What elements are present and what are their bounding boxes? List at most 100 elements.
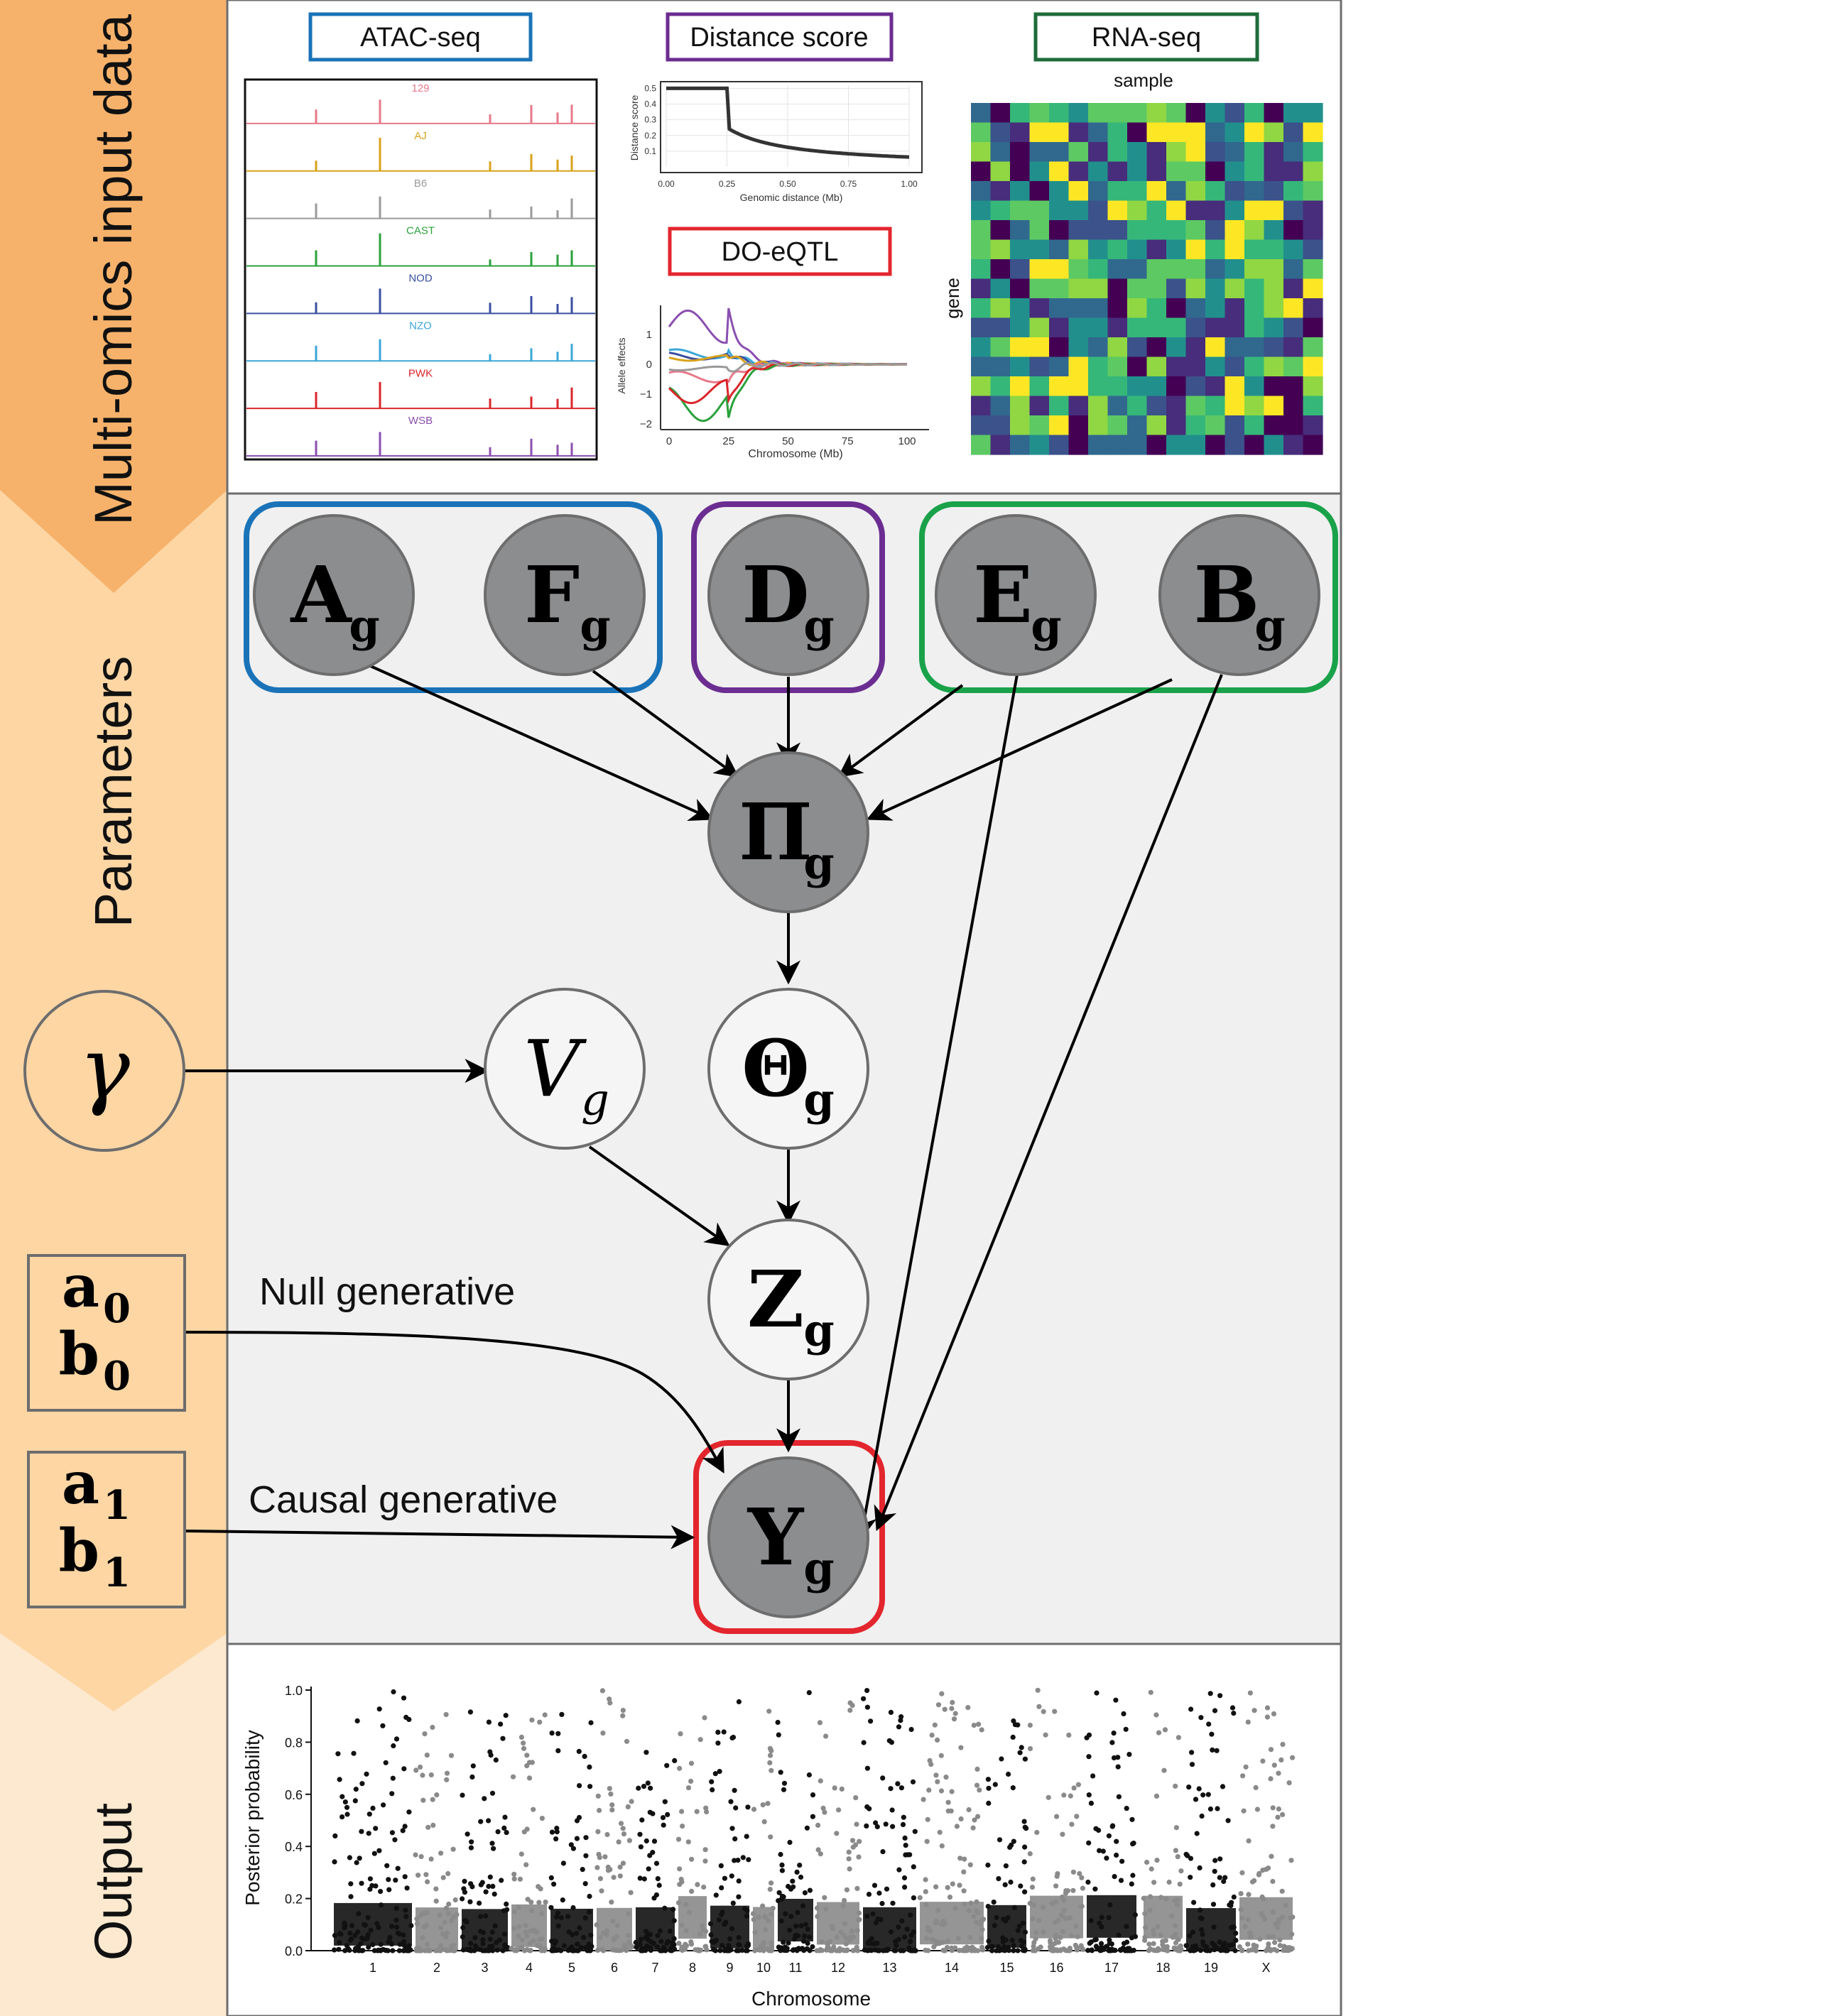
manhattan-point [911,1947,918,1953]
heatmap-cell [1049,278,1070,299]
manhattan-point [971,1914,977,1919]
manhattan-point [560,1860,567,1866]
manhattan-ytick: 0.6 [285,1788,303,1802]
heatmap-cell [1303,181,1323,202]
heatmap-cell [1264,337,1284,358]
manhattan-point [446,1901,452,1907]
manhattan-point [979,1944,985,1950]
manhattan-point [975,1948,981,1954]
manhattan-point [1093,1944,1099,1949]
manhattan-point [736,1948,742,1954]
manhattan-point [1217,1856,1223,1862]
manhattan-point [985,1904,991,1909]
heatmap-cell [1068,259,1089,280]
manhattan-point [751,1807,757,1812]
manhattan-point [342,1925,347,1931]
manhattan-point [460,1947,467,1953]
manhattan-point [745,1804,751,1810]
doeqtl-title-box: DO-eQTL [668,227,892,276]
manhattan-point [1198,1915,1203,1921]
manhattan-point [823,1733,829,1739]
manhattan-point [516,1933,521,1939]
heatmap-cell [1049,239,1070,260]
heatmap-cell [990,103,1011,124]
heatmap-cell [1166,181,1187,202]
heatmap-cell [1088,435,1109,455]
heatmap-cell [990,142,1011,163]
manhattan-point [1109,1824,1115,1829]
heatmap-cell [1146,122,1167,143]
manhattan-point [856,1917,862,1923]
manhattan-point [957,1882,962,1888]
manhattan-point [837,1946,842,1951]
node-B: Bg [1158,514,1320,676]
manhattan-point [568,1842,574,1848]
manhattan-point [1277,1937,1283,1943]
manhattan-point [367,1876,374,1882]
heatmap-cell [1146,435,1167,455]
manhattan-point [1142,1911,1148,1917]
manhattan-point [842,1897,847,1903]
heatmap-cell [1010,356,1031,377]
manhattan-point [1068,1915,1073,1921]
heatmap-cell [1283,161,1304,182]
manhattan-point [1198,1948,1203,1954]
manhattan-point [500,1736,506,1741]
manhattan-point [554,1914,560,1920]
manhattan-point [430,1822,436,1828]
manhattan-point [783,1911,788,1917]
manhattan-point [465,1947,470,1953]
manhattan-point [580,1867,585,1873]
manhattan-point [1043,1732,1048,1738]
manhattan-point [1115,1764,1121,1770]
manhattan-point [607,1696,612,1702]
heatmap-cell [1127,200,1148,221]
manhattan-point [986,1800,992,1806]
manhattan-point [403,1948,409,1954]
manhattan-point [610,1947,616,1953]
manhattan-point [1256,1870,1262,1876]
manhattan-point [678,1876,684,1882]
heatmap-cell [1225,317,1245,338]
manhattan-point [818,1851,823,1857]
manhattan-point [538,1886,543,1892]
manhattan-point [697,1931,703,1937]
manhattan-point [480,1937,486,1943]
manhattan-point [617,1864,623,1870]
manhattan-point [404,1885,410,1891]
heatmap-cell [1127,356,1148,377]
manhattan-point [889,1740,894,1745]
manhattan-point [971,1723,977,1728]
section-label-output: Output [84,1802,143,1961]
manhattan-point [542,1712,548,1718]
manhattan-point [824,1941,830,1946]
manhattan-point [433,1886,439,1892]
manhattan-point [1272,1939,1278,1946]
manhattan-point [384,1863,390,1868]
manhattan-point [929,1732,935,1738]
manhattan-point [1200,1931,1205,1937]
manhattan-point [972,1817,977,1823]
manhattan-point [733,1805,739,1811]
manhattan-point [356,1911,362,1917]
manhattan-point [708,1932,714,1938]
heatmap-cell [1010,376,1031,397]
manhattan-point [1129,1935,1134,1941]
heatmap-cell [1127,161,1148,182]
manhattan-point [1176,1945,1181,1951]
manhattan-point [957,1947,963,1954]
manhattan-point [977,1787,982,1793]
manhattan-point [447,1948,452,1954]
heatmap-cell [1185,337,1206,358]
manhattan-point [800,1939,807,1944]
manhattan-point [448,1918,455,1924]
eqtl-ylabel: Allele effects [616,337,627,393]
heatmap-cell [1185,356,1206,377]
manhattan-point [650,1811,656,1816]
manhattan-point [1097,1920,1102,1926]
heatmap-cell [1185,298,1206,319]
heatmap-cell [1205,142,1226,163]
manhattan-point [928,1762,934,1767]
manhattan-point [1264,1705,1271,1711]
